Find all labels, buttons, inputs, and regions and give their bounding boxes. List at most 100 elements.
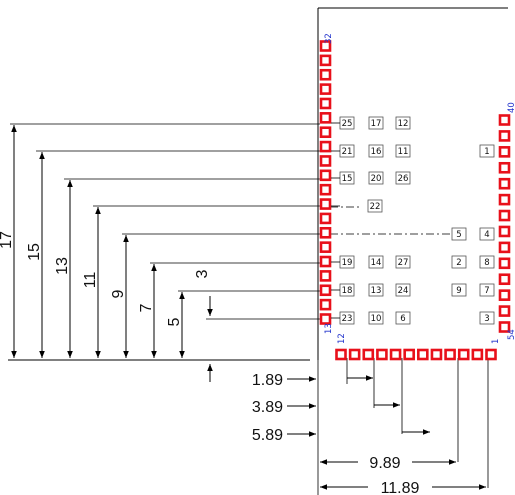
pin-number-1: 1 — [491, 339, 501, 344]
vertical-dimension-label: 3 — [194, 269, 211, 278]
pin-number-32: 32 — [324, 33, 334, 44]
pad-label-box: 24 — [395, 283, 411, 297]
right-pad — [498, 193, 511, 206]
pad-label-text: 1 — [484, 147, 489, 157]
pad-label-box: 14 — [368, 255, 384, 269]
dim-1-89: 1.89 — [252, 372, 283, 389]
pad-label-text: 17 — [371, 119, 382, 129]
pad-label-box: 1 — [479, 144, 495, 158]
left-pad — [319, 183, 332, 196]
pad-label-text: 9 — [456, 286, 461, 296]
pad-label-box: 9 — [451, 283, 467, 297]
pad-label-text: 6 — [400, 314, 405, 324]
pad-label-text: 2 — [456, 258, 461, 268]
pad-label-box: 21 — [339, 144, 355, 158]
bottom-pad — [362, 348, 375, 361]
pad-label-box: 16 — [368, 144, 384, 158]
dim-5-89: 5.89 — [252, 427, 283, 444]
pad-label-text: 19 — [342, 258, 353, 268]
pad-label-text: 10 — [371, 314, 382, 324]
left-pad — [319, 241, 332, 253]
pads — [319, 40, 511, 361]
pad-label-box: 25 — [339, 116, 355, 130]
pin-numbers: 32 13 12 1 40 54 — [324, 33, 515, 344]
left-pad — [319, 155, 332, 167]
pad-label-text: 15 — [342, 174, 353, 184]
bottom-pad — [457, 348, 470, 361]
pad-label-text: 5 — [456, 230, 461, 240]
pad-label-text: 27 — [398, 258, 409, 268]
pad-label-box: 22 — [367, 199, 383, 213]
pin-number-13: 13 — [324, 323, 334, 334]
right-pad — [498, 257, 511, 270]
pad-label-text: 7 — [484, 286, 489, 296]
pad-label-box: 11 — [395, 144, 411, 158]
right-pad — [498, 225, 511, 238]
vertical-dimension-label: 15 — [26, 243, 43, 261]
pad-label-box: 12 — [395, 116, 411, 130]
centerlines — [330, 206, 450, 235]
left-pad — [319, 270, 332, 282]
left-pad — [319, 126, 332, 139]
left-pad — [319, 140, 332, 153]
bottom-pad — [403, 348, 415, 361]
pad-label-box: 3 — [479, 311, 495, 325]
bottom-pad — [348, 348, 361, 361]
pad-label-text: 24 — [398, 286, 409, 296]
pad-label-box: 20 — [368, 171, 384, 185]
dim-9-89: 9.89 — [369, 455, 400, 472]
left-pad — [319, 212, 332, 225]
left-pad — [319, 298, 332, 311]
bottom-pad — [430, 348, 443, 361]
pad-label-text: 14 — [371, 258, 382, 268]
right-pad — [498, 209, 511, 222]
left-pad — [319, 198, 332, 210]
dim-11-89: 11.89 — [381, 480, 420, 495]
vertical-dimensions: 17 15 13 11 9 7 5 3 — [0, 125, 213, 358]
pad-label-box: 6 — [395, 311, 411, 325]
pad-label-text: 25 — [342, 119, 353, 129]
vertical-dimension-label: 17 — [0, 231, 15, 249]
pad-label-box: 27 — [395, 255, 411, 269]
vertical-dimension-label: 13 — [54, 257, 71, 275]
pad-label-box: 10 — [368, 311, 384, 325]
pad-label-text: 20 — [371, 174, 382, 184]
pad-label-box: 15 — [339, 171, 355, 185]
pad-label-text: 16 — [371, 147, 382, 157]
left-pad — [319, 169, 332, 182]
pad-label-box: 7 — [479, 283, 495, 297]
left-pad — [319, 255, 332, 268]
left-pad — [319, 112, 332, 124]
right-pad — [498, 289, 511, 301]
right-pad — [498, 241, 511, 254]
pin-number-54: 54 — [507, 329, 515, 340]
pad-label-box: 18 — [339, 283, 355, 297]
pin-number-12: 12 — [337, 333, 347, 344]
pad-label-box: 13 — [368, 283, 384, 297]
pad-label-text: 21 — [342, 147, 353, 157]
right-pad — [498, 161, 511, 174]
vertical-dimension-label: 7 — [138, 303, 155, 312]
bottom-pad — [335, 348, 347, 361]
pad-label-box: 17 — [368, 116, 384, 130]
left-pad — [319, 284, 332, 297]
pad-label-box: 8 — [479, 255, 495, 269]
pad-label-text: 3 — [484, 314, 489, 324]
right-pad — [498, 114, 511, 126]
right-pad — [498, 305, 511, 317]
pad-label-text: 22 — [370, 202, 381, 212]
bottom-pad — [485, 348, 497, 361]
bottom-pad — [389, 348, 402, 361]
pad-label-text: 13 — [371, 286, 382, 296]
pad-label-box: 26 — [395, 171, 411, 185]
pad-label-text: 4 — [484, 230, 489, 240]
right-pad — [498, 321, 511, 333]
bottom-pad — [444, 348, 456, 361]
left-pad — [319, 313, 332, 325]
pad-label-text: 23 — [342, 314, 353, 324]
right-pad — [498, 177, 511, 190]
bottom-pad — [471, 348, 484, 361]
horizontal-dimension-arrows — [207, 364, 486, 490]
dim-3-89: 3.89 — [252, 399, 283, 416]
